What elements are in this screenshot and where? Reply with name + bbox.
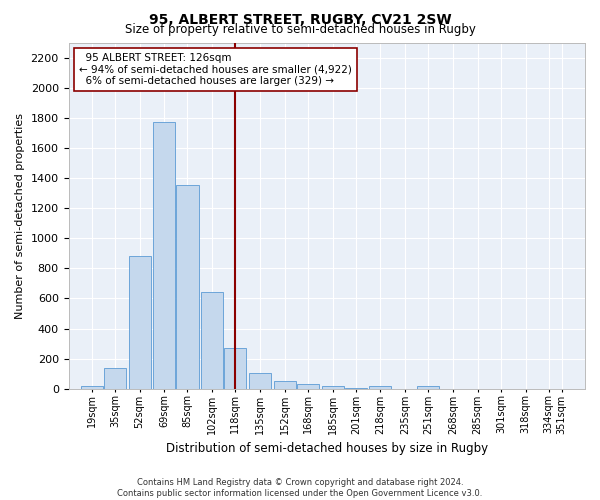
Bar: [322, 386, 344, 388]
Bar: [201, 292, 223, 388]
Y-axis label: Number of semi-detached properties: Number of semi-detached properties: [15, 112, 25, 318]
Bar: [153, 122, 175, 388]
Text: 95, ALBERT STREET, RUGBY, CV21 2SW: 95, ALBERT STREET, RUGBY, CV21 2SW: [149, 12, 451, 26]
Bar: [370, 386, 391, 388]
Text: 95 ALBERT STREET: 126sqm
← 94% of semi-detached houses are smaller (4,922)
  6% : 95 ALBERT STREET: 126sqm ← 94% of semi-d…: [79, 53, 352, 86]
Bar: [297, 384, 319, 388]
X-axis label: Distribution of semi-detached houses by size in Rugby: Distribution of semi-detached houses by …: [166, 442, 488, 455]
Bar: [104, 368, 126, 388]
Bar: [176, 185, 199, 388]
Text: Contains HM Land Registry data © Crown copyright and database right 2024.
Contai: Contains HM Land Registry data © Crown c…: [118, 478, 482, 498]
Bar: [128, 256, 151, 388]
Bar: [224, 348, 247, 389]
Bar: [417, 386, 439, 388]
Bar: [81, 386, 103, 388]
Text: Size of property relative to semi-detached houses in Rugby: Size of property relative to semi-detach…: [125, 22, 475, 36]
Bar: [249, 373, 271, 388]
Bar: [274, 381, 296, 388]
